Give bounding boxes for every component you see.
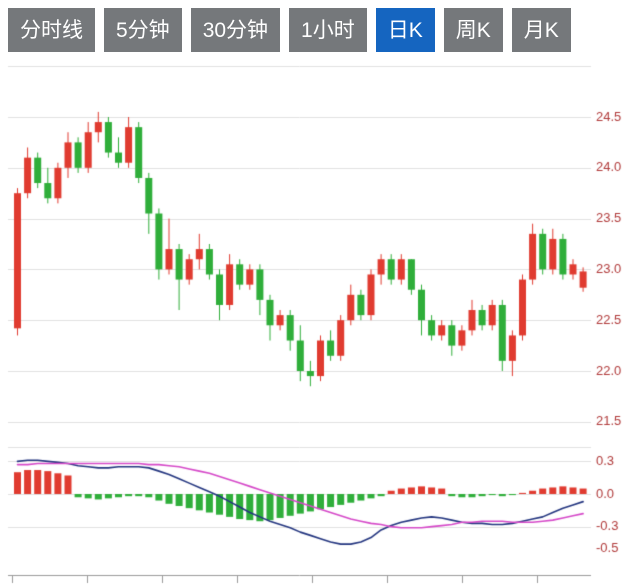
tab-5min[interactable]: 5分钟	[104, 8, 182, 52]
period-tab-bar: 分时线 5分钟 30分钟 1小时 日K 周K 月K	[8, 8, 571, 52]
tab-1hour[interactable]: 1小时	[289, 8, 367, 52]
tab-30min[interactable]: 30分钟	[190, 8, 281, 52]
tab-time-line[interactable]: 分时线	[8, 8, 95, 52]
tab-weekly-k[interactable]: 周K	[443, 8, 503, 52]
tab-monthly-k[interactable]: 月K	[511, 8, 571, 52]
tab-daily-k[interactable]: 日K	[375, 8, 435, 52]
